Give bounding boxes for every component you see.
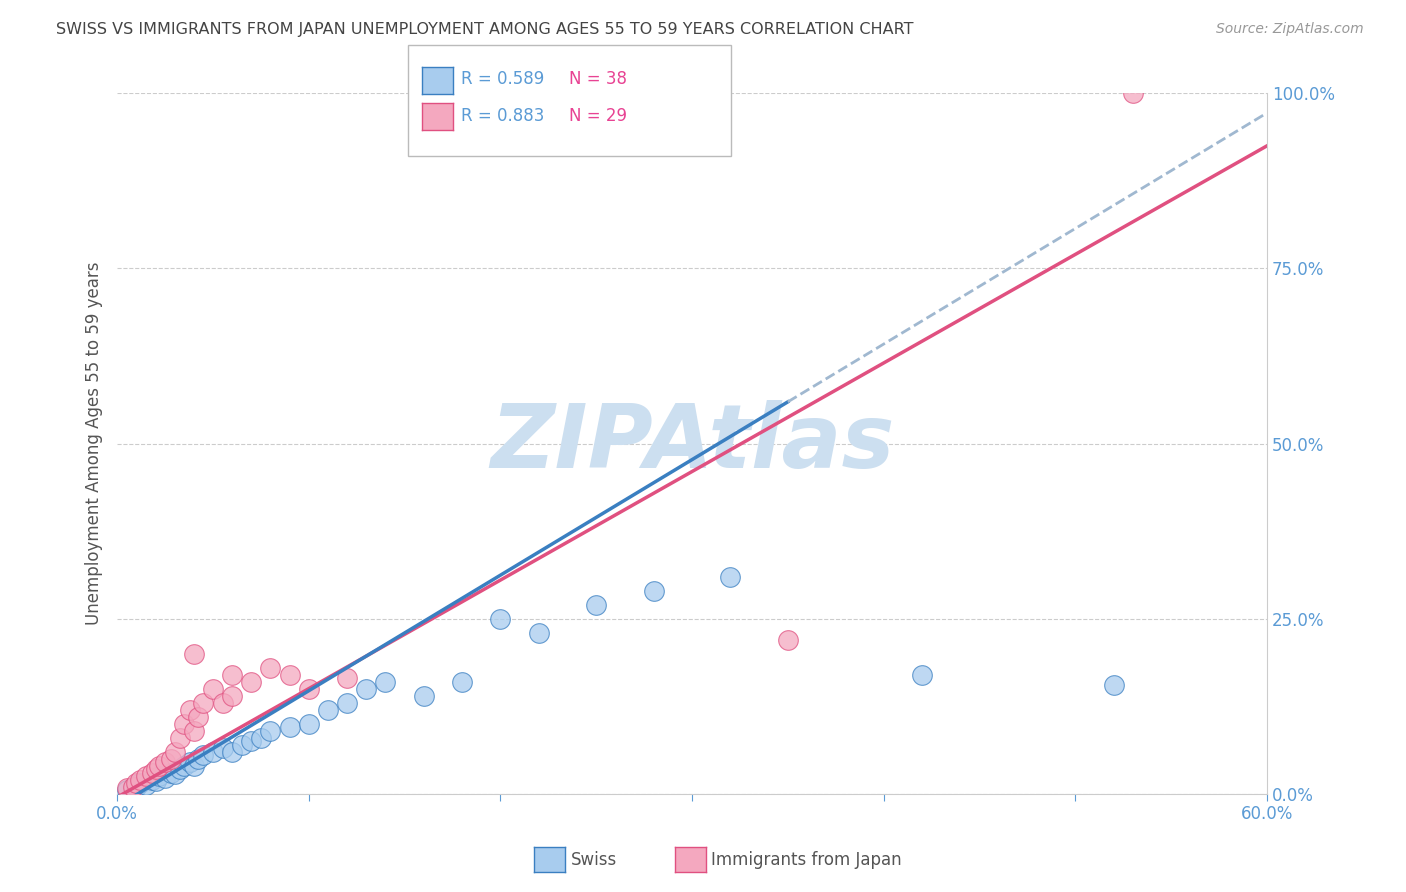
Point [153,755,176,769]
Point [250,731,273,745]
Point [374,674,396,689]
Point [259,723,281,738]
Point [115,780,138,795]
Point [125,780,148,794]
Point [201,681,224,696]
Point [179,703,201,717]
Point [643,583,665,598]
Point [125,776,148,790]
Point [135,778,157,792]
Point [585,598,607,612]
Text: ZIPAtlas: ZIPAtlas [489,400,894,487]
Point [173,758,195,772]
Point [356,681,378,696]
Point [298,681,321,696]
Text: Immigrants from Japan: Immigrants from Japan [711,851,903,869]
Text: Swiss: Swiss [571,851,617,869]
Point [221,667,243,681]
Point [129,776,152,790]
Text: Source: ZipAtlas.com: Source: ZipAtlas.com [1216,22,1364,37]
Point [240,674,263,689]
Point [187,709,209,723]
Point [141,765,163,780]
Point [169,762,191,776]
Point [148,758,170,772]
Point [193,748,215,763]
Point [145,762,167,776]
Text: SWISS VS IMMIGRANTS FROM JAPAN UNEMPLOYMENT AMONG AGES 55 TO 59 YEARS CORRELATIO: SWISS VS IMMIGRANTS FROM JAPAN UNEMPLOYM… [56,22,914,37]
Point [187,752,209,766]
Point [201,745,224,759]
Point [129,772,152,787]
Point [169,731,191,745]
Text: N = 38: N = 38 [569,70,627,88]
Point [211,741,233,756]
Point [336,671,359,685]
Point [259,660,281,674]
Point [278,667,301,681]
Text: N = 29: N = 29 [569,107,627,125]
Point [135,769,157,783]
Point [336,696,359,710]
Point [412,689,434,703]
Point [527,625,550,640]
Point [141,772,163,787]
Point [911,667,934,681]
Point [451,674,474,689]
Point [776,632,799,647]
Point [183,758,205,772]
Point [153,771,176,785]
Point [1102,678,1125,692]
Point [160,752,183,766]
Point [240,734,263,748]
Point [121,780,143,794]
Point [173,716,195,731]
Point [115,783,138,797]
Point [316,703,339,717]
Point [298,716,321,731]
Point [231,738,253,752]
Point [179,755,201,769]
Point [718,569,741,583]
Point [183,647,205,661]
Point [148,769,170,783]
Point [183,723,205,738]
Point [221,745,243,759]
Text: R = 0.589: R = 0.589 [461,70,544,88]
Point [160,765,183,780]
Point [145,774,167,789]
Y-axis label: Unemployment Among Ages 55 to 59 years: Unemployment Among Ages 55 to 59 years [86,261,103,625]
Point [211,696,233,710]
Point [278,720,301,734]
Point [489,611,512,625]
Point [163,767,186,781]
Point [1122,87,1144,101]
Point [221,689,243,703]
Point [163,745,186,759]
Text: R = 0.883: R = 0.883 [461,107,544,125]
Point [193,696,215,710]
